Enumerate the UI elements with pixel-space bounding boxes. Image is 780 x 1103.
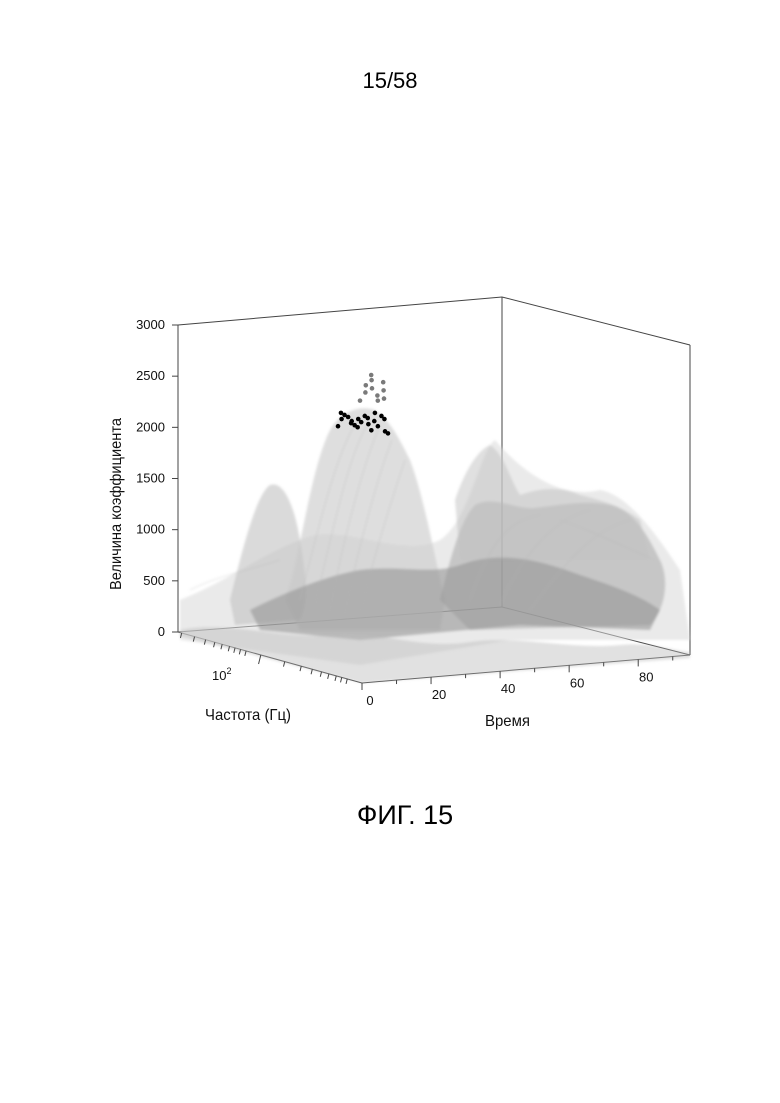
black-point: [342, 412, 347, 418]
z-tick-label: 2500: [136, 368, 165, 383]
y-tick-mark: [179, 632, 183, 639]
surface-hatching: [189, 417, 656, 616]
black-point: [345, 414, 351, 420]
y-axis-title: Частота (Гц): [205, 707, 291, 724]
z-tick-label: 500: [143, 573, 165, 588]
x-tick-label: 20: [432, 687, 446, 702]
surface-floor: [180, 627, 690, 683]
gray-point: [368, 372, 374, 378]
black-point: [358, 419, 364, 425]
x-tick-label: 40: [501, 681, 515, 696]
y-tick-mark: [220, 644, 223, 650]
gray-point: [357, 398, 363, 403]
black-point: [379, 413, 384, 419]
gray-point: [375, 398, 381, 403]
gray-point: [369, 386, 375, 391]
black-point: [369, 428, 374, 433]
z-tick-label: 3000: [136, 317, 165, 332]
surface-mesh: [180, 408, 690, 683]
y-tick-mark: [213, 642, 216, 648]
y-tick-mark: [327, 673, 330, 679]
y-tick-mark: [238, 649, 242, 655]
y-tick-mark: [319, 671, 323, 677]
surface-hump-left: [230, 484, 306, 625]
black-point: [355, 416, 361, 422]
x-tick-label: 60: [570, 675, 584, 690]
y-tick-mark: [233, 647, 236, 653]
gray-point: [380, 379, 386, 385]
gray-point: [369, 377, 374, 383]
z-tick-label: 1500: [136, 471, 165, 486]
black-point: [355, 424, 360, 430]
black-point: [371, 418, 377, 424]
z-tick-label: 2000: [136, 419, 165, 434]
x-axis-title: Время: [485, 713, 530, 730]
x-tick-label: 80: [639, 669, 653, 684]
y-tick-mark: [227, 646, 231, 652]
black-point: [348, 420, 354, 426]
x-tick-label: 0: [366, 693, 373, 708]
gray-point: [381, 388, 386, 393]
y-tick-mark: [310, 669, 313, 675]
y-axis: [179, 632, 348, 685]
gray-point: [363, 390, 368, 395]
black-point: [375, 423, 381, 429]
z-tick-label: 0: [158, 624, 165, 639]
y-tick-label: 102: [212, 666, 231, 683]
y-tick-mark: [258, 654, 262, 665]
gray-point: [381, 396, 387, 401]
y-tick-mark: [192, 636, 196, 642]
y-tick-base: 10: [212, 668, 226, 683]
black-point: [338, 410, 344, 416]
page-number: 15/58: [362, 68, 418, 93]
figure-caption: ФИГ. 15: [356, 800, 454, 830]
black-point: [366, 421, 371, 427]
black-point: [335, 423, 341, 429]
z-tick-label: 1000: [136, 522, 165, 537]
y-tick-mark: [340, 677, 343, 683]
black-point: [372, 410, 378, 416]
y-tick-mark: [345, 678, 348, 685]
y-tick-mark: [282, 661, 286, 667]
y-tick-mark: [299, 666, 302, 672]
x-axis: 0 20 40 60 80: [361, 656, 674, 708]
y-tick-mark: [334, 675, 337, 681]
gray-point: [375, 393, 380, 398]
black-point: [385, 431, 391, 436]
black-point: [339, 416, 344, 422]
black-point: [382, 416, 387, 422]
marked-points: [335, 372, 391, 436]
z-axis-title: Величина коэффициента: [108, 418, 125, 590]
z-axis: 0 500 1000 1500 2000 2500 3000: [136, 317, 178, 639]
black-point: [365, 415, 371, 421]
y-tick-mark: [244, 650, 247, 656]
gray-point: [363, 382, 369, 388]
surface-ridge-right: [455, 445, 650, 560]
y-tick-mark: [203, 639, 207, 645]
y-tick-exponent: 2: [226, 666, 231, 676]
